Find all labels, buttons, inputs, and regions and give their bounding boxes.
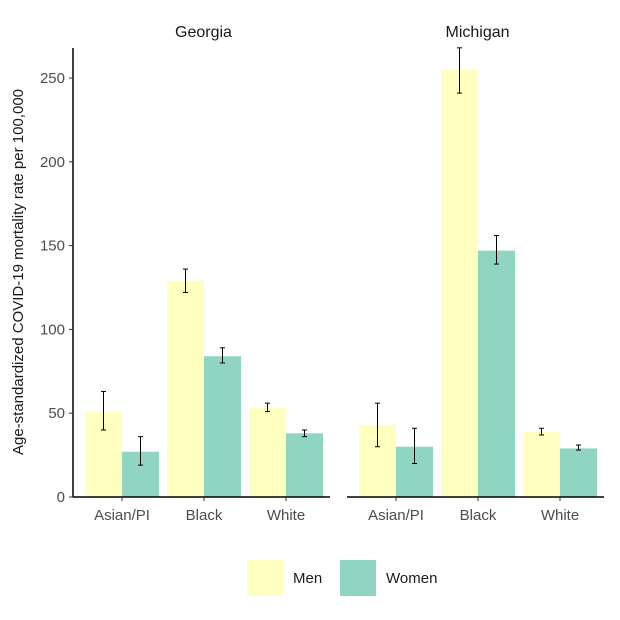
error-bar bbox=[220, 347, 225, 364]
bar-michigan-white-men bbox=[523, 431, 560, 497]
error-bar bbox=[101, 390, 106, 431]
y-tick-label: 150 bbox=[40, 238, 65, 255]
error-bar bbox=[183, 268, 188, 294]
error-bar bbox=[265, 402, 270, 413]
error-bar bbox=[302, 429, 307, 438]
error-bar bbox=[375, 402, 380, 448]
facet-title-michigan: Michigan bbox=[445, 24, 509, 41]
error-bar bbox=[576, 444, 581, 451]
error-bar bbox=[457, 47, 462, 94]
bar-georgia-black-women bbox=[204, 356, 241, 497]
x-tick-label: Asian/PI bbox=[368, 507, 424, 524]
legend-label-women: Women bbox=[386, 570, 437, 587]
facet-title-georgia: Georgia bbox=[175, 24, 232, 41]
y-tick-label: 250 bbox=[40, 70, 65, 87]
error-bar bbox=[494, 235, 499, 265]
error-bar bbox=[539, 427, 544, 436]
x-tick-label: White bbox=[541, 507, 579, 524]
legend-label-men: Men bbox=[293, 570, 322, 587]
y-tick-label: 50 bbox=[48, 405, 65, 422]
bar-michigan-white-women bbox=[560, 448, 597, 497]
bar-georgia-white-women bbox=[286, 433, 323, 497]
y-axis-title: Age-standardized COVID-19 mortality rate… bbox=[10, 89, 27, 455]
bar-michigan-black-men bbox=[441, 69, 478, 498]
x-tick-label: Black bbox=[460, 507, 497, 524]
y-tick-label: 200 bbox=[40, 154, 65, 171]
error-bar bbox=[138, 436, 143, 466]
y-tick-label: 100 bbox=[40, 321, 65, 338]
x-tick-label: Black bbox=[186, 507, 223, 524]
legend-key-women bbox=[340, 560, 376, 596]
bar-georgia-white-men bbox=[249, 408, 286, 497]
x-tick-label: White bbox=[267, 507, 305, 524]
bar-georgia-black-men bbox=[167, 280, 204, 497]
legend-key-men bbox=[247, 560, 283, 596]
x-tick-label: Asian/PI bbox=[94, 507, 150, 524]
legend: Men Women bbox=[247, 560, 437, 596]
y-tick-label: 0 bbox=[57, 489, 65, 506]
error-bar bbox=[412, 427, 417, 464]
bar-michigan-black-women bbox=[478, 250, 515, 497]
